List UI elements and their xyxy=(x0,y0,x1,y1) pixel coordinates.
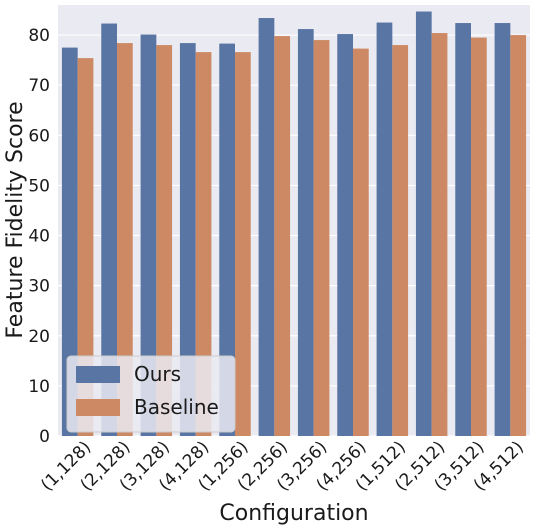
y-tick-labels: 0 10 20 30 40 50 60 70 80 xyxy=(28,26,50,447)
y-tick-label: 10 xyxy=(28,377,50,397)
x-tick-labels: (1,128)(2,128)(3,128)(4,128)(1,256)(2,25… xyxy=(37,437,528,495)
y-tick-label: 0 xyxy=(39,427,50,447)
y-tick-label: 20 xyxy=(28,327,50,347)
bar-ours-11 xyxy=(494,23,511,436)
bar-ours-10 xyxy=(455,23,471,436)
bar-baseline-0 xyxy=(77,58,94,436)
y-axis-label: Feature Fidelity Score xyxy=(3,101,28,338)
legend-label-baseline: Baseline xyxy=(134,395,219,419)
bar-baseline-8 xyxy=(392,45,409,437)
bar-baseline-3 xyxy=(195,52,212,436)
bar-baseline-10 xyxy=(471,37,487,436)
bar-ours-5 xyxy=(258,18,275,436)
bar-baseline-4 xyxy=(235,52,251,436)
legend: Ours Baseline xyxy=(66,355,236,433)
y-tick-label: 80 xyxy=(28,26,50,46)
bar-ours-7 xyxy=(337,34,353,436)
y-tick-label: 70 xyxy=(28,76,50,96)
y-tick-label: 40 xyxy=(28,227,50,247)
bar-ours-0 xyxy=(61,47,78,436)
legend-swatch-baseline xyxy=(76,399,120,416)
bar-baseline-1 xyxy=(117,43,133,436)
bar-baseline-9 xyxy=(431,33,448,436)
bar-ours-8 xyxy=(376,22,393,436)
bar-baseline-2 xyxy=(156,45,173,437)
bar-ours-9 xyxy=(415,11,432,437)
bars xyxy=(61,11,527,437)
bar-baseline-11 xyxy=(510,35,527,437)
gridlines xyxy=(58,34,530,437)
bar-baseline-5 xyxy=(274,36,291,437)
legend-swatch-ours xyxy=(76,366,120,383)
bar-baseline-7 xyxy=(353,48,369,436)
bar-ours-4 xyxy=(219,43,235,436)
y-tick-label: 50 xyxy=(28,176,50,196)
legend-label-ours: Ours xyxy=(134,362,181,386)
bar-ours-1 xyxy=(101,23,117,436)
bar-ours-2 xyxy=(140,34,157,436)
y-tick-label: 60 xyxy=(28,126,50,146)
x-axis-label: Configuration xyxy=(219,501,368,526)
y-tick-label: 30 xyxy=(28,277,50,297)
bar-ours-6 xyxy=(297,29,314,436)
bar-ours-3 xyxy=(179,43,196,436)
bar-baseline-6 xyxy=(313,40,330,437)
